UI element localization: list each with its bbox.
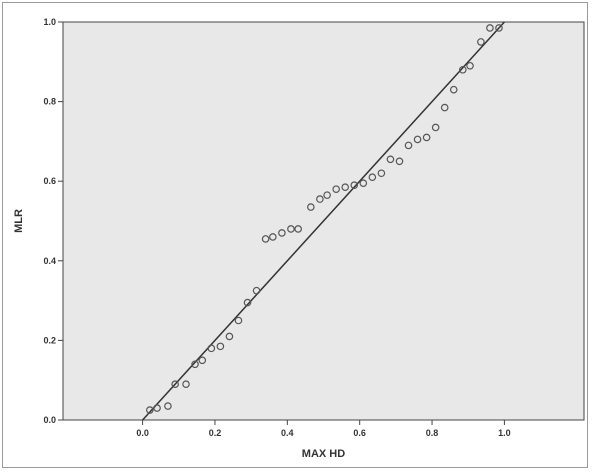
data-point (207, 344, 216, 353)
x-tick-label: 0.2 (209, 428, 222, 438)
data-point (216, 342, 225, 351)
y-tick-label: 0.6 (43, 176, 56, 186)
x-tick-label: 0.6 (353, 428, 366, 438)
y-tick-label: 0.4 (43, 256, 56, 266)
data-point (368, 173, 377, 182)
data-point (477, 38, 485, 46)
data-point (198, 356, 207, 365)
data-point (182, 380, 190, 388)
data-point (323, 191, 331, 199)
y-tick-label: 0.0 (43, 415, 56, 425)
x-tick-label: 0.4 (281, 428, 294, 438)
y-tick-label: 0.2 (43, 335, 56, 345)
data-point (440, 103, 449, 112)
x-tick-label: 0.0 (136, 428, 149, 438)
y-tick-label: 1.0 (43, 17, 56, 27)
data-point (171, 380, 179, 388)
x-axis-title: MAX HD (302, 448, 345, 460)
data-point (404, 141, 413, 150)
data-point (307, 203, 315, 211)
data-point (495, 24, 503, 32)
data-point (332, 185, 340, 193)
data-point (153, 404, 161, 412)
data-point (413, 135, 422, 144)
data-point (350, 181, 359, 189)
x-axis: 0.0 0.2 0.4 0.6 0.8 1.0 (136, 420, 511, 438)
data-point (287, 225, 295, 233)
data-point (466, 61, 474, 70)
data-point (316, 195, 324, 203)
data-point (377, 169, 386, 178)
data-point (486, 24, 494, 32)
data-point (422, 133, 431, 142)
data-point (449, 85, 458, 94)
y-tick-label: 0.8 (43, 97, 56, 107)
data-point (164, 402, 172, 410)
data-point (458, 65, 467, 74)
data-points (146, 24, 503, 414)
x-tick-label: 0.8 (426, 428, 439, 438)
data-point (431, 123, 440, 132)
data-point (191, 360, 199, 369)
y-axis: 0.0 0.2 0.4 0.6 0.8 1.0 (43, 17, 63, 425)
data-point (225, 332, 234, 341)
x-tick-label: 1.0 (498, 428, 511, 438)
y-axis-title: MLR (13, 209, 25, 233)
data-point (243, 298, 252, 307)
data-point (269, 233, 277, 241)
data-point (278, 229, 286, 237)
data-point (234, 316, 243, 325)
reference-line (142, 21, 505, 421)
data-point (146, 406, 154, 414)
data-point (359, 179, 368, 187)
data-point (395, 157, 404, 166)
data-point (294, 225, 302, 233)
data-point (386, 155, 395, 164)
data-point (261, 235, 270, 243)
data-point (252, 286, 261, 295)
data-point (341, 183, 350, 191)
